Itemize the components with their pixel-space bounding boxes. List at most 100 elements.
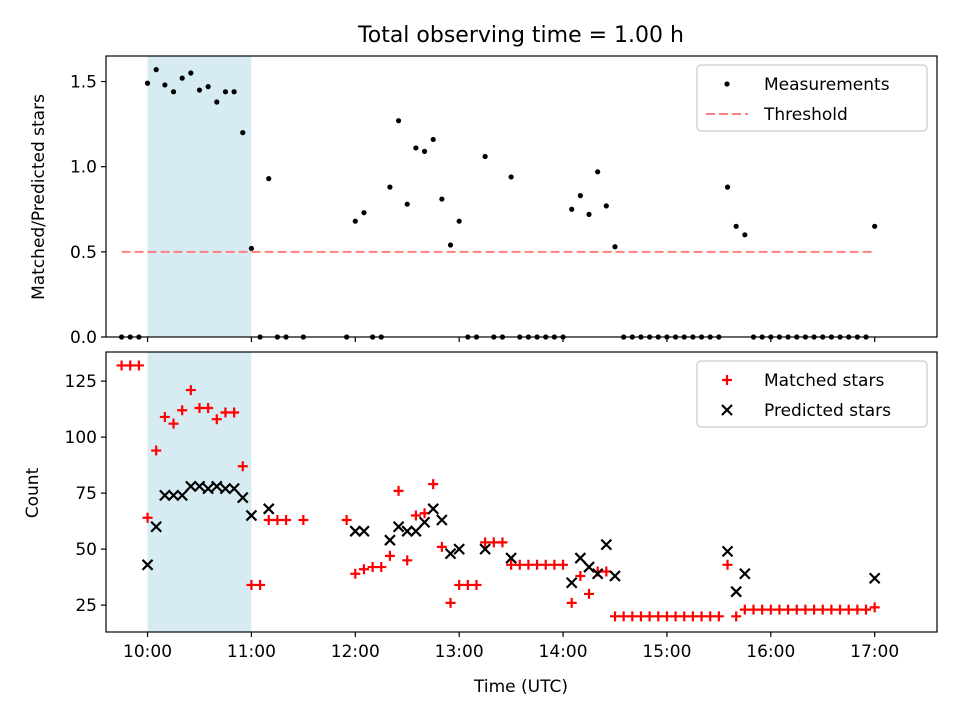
axes-frame bbox=[105, 55, 938, 338]
data-point bbox=[739, 567, 751, 580]
data-point bbox=[219, 482, 232, 495]
data-point bbox=[231, 89, 237, 95]
data-point bbox=[742, 232, 748, 238]
data-point bbox=[384, 534, 396, 546]
data-point bbox=[713, 611, 724, 622]
chart-title: Total observing time = 1.00 h bbox=[357, 23, 684, 48]
data-point bbox=[852, 604, 863, 615]
data-point bbox=[724, 184, 731, 190]
data-point bbox=[133, 360, 144, 371]
data-point bbox=[609, 611, 620, 622]
data-point bbox=[872, 223, 878, 229]
y-tick-label: 125 bbox=[65, 372, 97, 392]
data-point bbox=[574, 552, 587, 564]
data-point bbox=[774, 604, 785, 615]
data-point bbox=[167, 489, 180, 502]
data-point bbox=[653, 611, 664, 622]
data-point bbox=[350, 568, 361, 579]
data-point bbox=[843, 604, 854, 615]
data-point bbox=[168, 418, 179, 429]
data-point bbox=[783, 604, 794, 615]
data-point bbox=[479, 543, 491, 555]
data-point bbox=[413, 145, 419, 151]
data-point bbox=[205, 84, 211, 90]
data-point bbox=[612, 244, 618, 250]
data-point bbox=[705, 611, 716, 622]
data-point bbox=[591, 567, 604, 580]
data-point bbox=[428, 479, 439, 490]
y-tick-label: 25 bbox=[75, 596, 97, 616]
data-point bbox=[817, 604, 828, 615]
data-point bbox=[142, 512, 153, 523]
data-point bbox=[179, 75, 185, 81]
data-point bbox=[384, 550, 395, 561]
data-point bbox=[731, 611, 742, 622]
data-point bbox=[603, 203, 609, 209]
data-point bbox=[203, 403, 214, 413]
data-point bbox=[445, 597, 456, 608]
legend-key bbox=[722, 375, 732, 385]
data-point bbox=[462, 579, 473, 590]
data-point bbox=[757, 604, 768, 615]
data-point bbox=[349, 525, 362, 537]
data-point bbox=[453, 543, 465, 555]
data-point bbox=[687, 611, 698, 622]
data-point bbox=[696, 611, 707, 622]
data-point bbox=[584, 588, 595, 599]
data-point bbox=[410, 525, 422, 537]
data-point bbox=[488, 537, 499, 548]
series-predicted-stars bbox=[141, 480, 881, 598]
data-point bbox=[240, 130, 246, 136]
data-point bbox=[661, 611, 672, 622]
data-point bbox=[514, 559, 525, 570]
data-point bbox=[229, 407, 240, 418]
data-point bbox=[352, 218, 358, 224]
data-point bbox=[471, 579, 482, 590]
x-tick-label: 15:00 bbox=[642, 642, 691, 662]
data-point bbox=[395, 118, 402, 124]
highlight-span bbox=[147, 56, 252, 337]
data-point bbox=[569, 206, 575, 212]
data-point bbox=[211, 414, 222, 425]
data-point bbox=[506, 559, 517, 570]
data-point bbox=[410, 510, 421, 521]
x-tick-label: 10:00 bbox=[123, 642, 172, 662]
data-point bbox=[367, 562, 378, 573]
legend-key bbox=[724, 81, 730, 87]
data-point bbox=[298, 515, 309, 525]
data-point bbox=[358, 564, 369, 575]
data-point bbox=[618, 611, 629, 622]
data-point bbox=[245, 509, 258, 522]
data-point bbox=[162, 82, 168, 88]
data-point bbox=[193, 480, 206, 493]
legend: Matched stars Predicted stars bbox=[696, 360, 928, 428]
data-point bbox=[202, 482, 214, 495]
data-point bbox=[214, 99, 220, 105]
data-point bbox=[635, 611, 646, 622]
data-point bbox=[185, 385, 196, 396]
legend-label: Matched stars bbox=[764, 371, 884, 391]
y-tick-label: 0.5 bbox=[70, 243, 97, 263]
data-point bbox=[211, 480, 223, 493]
data-point bbox=[447, 242, 454, 248]
data-point bbox=[577, 193, 583, 199]
data-point bbox=[586, 211, 592, 217]
data-point bbox=[248, 245, 255, 252]
data-point bbox=[341, 515, 352, 525]
data-point bbox=[480, 537, 491, 548]
top-panel: 0.0 0.5 1.0 1.5 Measurements Threshold bbox=[70, 55, 938, 348]
legend-frame bbox=[696, 360, 928, 428]
data-point bbox=[185, 480, 197, 493]
data-point bbox=[733, 223, 739, 229]
data-point bbox=[246, 579, 257, 590]
data-point bbox=[255, 579, 266, 590]
data-point bbox=[565, 576, 578, 589]
x-axis-label: Time (UTC) bbox=[473, 677, 568, 697]
data-point bbox=[220, 407, 231, 418]
legend-label: Threshold bbox=[763, 105, 848, 125]
data-point bbox=[730, 585, 742, 598]
data-point bbox=[188, 70, 194, 76]
data-point bbox=[427, 503, 439, 515]
x-tick-label: 14:00 bbox=[539, 642, 588, 662]
